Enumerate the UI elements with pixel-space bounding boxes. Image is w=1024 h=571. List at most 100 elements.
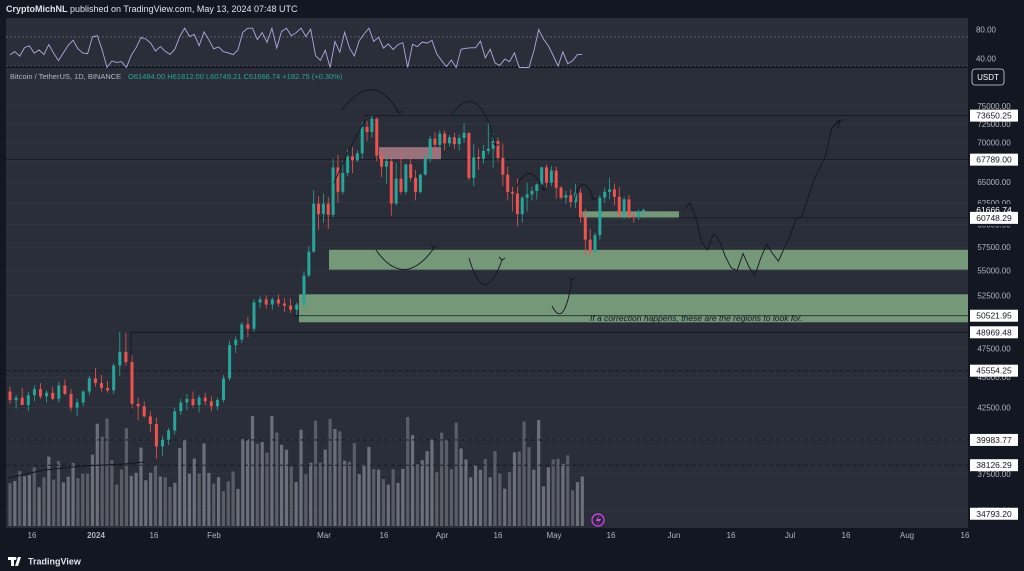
volume-bar [90,454,95,526]
candle-body-down [612,189,616,197]
candle-body-down [130,362,134,404]
moving-average-line [7,461,145,479]
candle-body-down [515,193,519,214]
rsi-tick-label: 80.00 [976,26,997,35]
price-level-badge [970,211,1018,224]
candle-body-down [414,177,418,192]
candle-body-up [295,304,299,310]
currency-badge-box [971,68,1005,86]
flash-icon-circle [591,513,605,527]
candle-body-up [428,138,432,159]
volume-bar [410,435,415,526]
flash-icon-bolt [596,515,601,525]
ohlc-values: O61484.00 H61812.00 L60749.21 C61666.74 … [128,72,343,81]
candle-body-up [45,392,49,397]
arrow-head [590,196,598,201]
volume-bar [551,459,555,526]
volume-bar [275,432,279,526]
flash-icon[interactable] [591,513,605,527]
candle-body-up [321,203,325,214]
volume-bar [541,486,546,526]
volume-bar [575,482,580,526]
volume-bar [517,451,521,526]
publish-info: published on TradingView.com, May 13, 20… [70,4,298,14]
candle-body-up [593,235,597,252]
currency-badge[interactable]: USDT [971,68,1005,86]
candle-body-up [179,402,183,412]
volume-bar [367,446,371,526]
price-tick-label: 37500.00 [977,470,1011,479]
volume-bar [537,419,541,526]
volume-bar [313,420,318,526]
price-tick-label: 42500.00 [977,404,1011,413]
volume-bar [163,477,167,526]
price-level-label: 34793.20 [976,509,1012,519]
volume-bar [454,422,458,526]
time-tick-label: Jul [785,531,795,540]
volume-bar [323,449,327,526]
candle-body-down [365,126,369,133]
volume-bar [56,460,61,526]
volume-bar [507,472,512,526]
candle-body-up [608,189,612,192]
candle-body-down [336,167,340,192]
annotation-text: If a correction happens, these are the r… [590,313,803,323]
price-level-label: 39983.77 [976,435,1012,445]
candle-body-up [603,191,607,198]
candle-body-down [588,239,592,252]
candle-body-down [63,385,67,394]
volume-bar [571,490,575,526]
rsi-pane [6,18,968,66]
candle-body-up [448,137,451,144]
volume-bar [100,436,104,526]
volume-bar [464,459,468,526]
volume-bar [396,482,400,526]
candle-body-up [258,299,262,303]
candle-body-up [228,345,232,379]
candle-body-down [452,137,456,145]
footer-brand: TradingView [28,556,81,567]
volume-bar [338,431,342,526]
resistance-box [379,147,441,160]
arrow-head [568,276,576,281]
candle-body-down [51,392,55,399]
time-tick-label: 16 [727,531,736,540]
candle-body-up [404,164,408,192]
candle-body-down [496,141,500,158]
volume-bar [440,432,444,526]
volume-bar [192,458,196,526]
volume-bar [13,481,17,526]
volume-bar [270,416,274,526]
candle-body-up [549,170,553,183]
volume-bar [381,479,386,526]
candle-body-up [112,365,116,391]
candle-body-up [81,391,85,403]
candle-body-down [467,132,471,178]
volume-bar [478,469,483,526]
volume-bar [352,443,356,526]
candle-body-down [583,217,587,240]
candle-body-up [197,397,201,406]
volume-bar [318,462,322,526]
volume-bar [532,469,536,526]
candle-body-up [215,400,219,407]
price-tick-label: 62500.00 [977,199,1011,208]
volume-bar [95,423,99,526]
volume-bar [27,475,31,526]
volume-bar [546,467,550,526]
volume-bar [260,442,264,526]
author-name: CryptoMichNL [6,4,68,14]
candle-body-down [8,391,12,401]
volume-bar [566,455,570,526]
candle-body-down [154,424,158,447]
volume-bar [61,482,65,526]
volume-bar [105,418,109,526]
price-tick-label: 65000.00 [977,178,1011,187]
volume-bar [522,421,526,526]
price-tick-label: 72500.00 [977,120,1011,129]
volume-bar [212,483,216,526]
projection-arrow-head [832,119,841,130]
price-level-label: 48969.48 [976,327,1012,337]
candle-body-down [409,164,413,178]
